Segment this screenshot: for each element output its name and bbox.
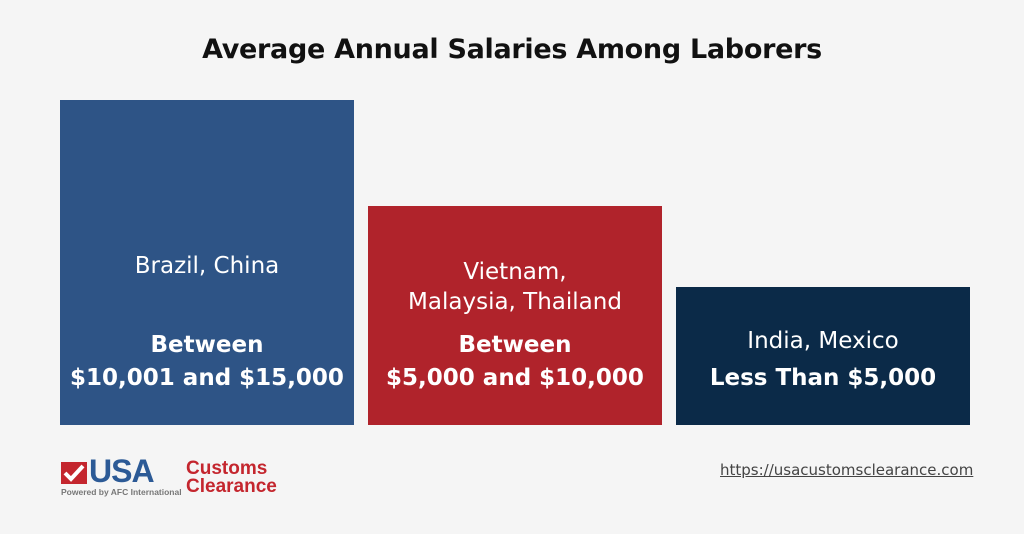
chart-title: Average Annual Salaries Among Laborers bbox=[202, 34, 822, 65]
bar-value-label: $10,001 and $15,000 bbox=[70, 365, 344, 391]
checkmark-icon bbox=[61, 462, 87, 484]
bar-vietnam-malaysia-thailand: Vietnam, Malaysia, Thailand Between $5,0… bbox=[368, 206, 662, 425]
bar-value-label: Less Than $5,000 bbox=[709, 365, 937, 391]
bar-category-label: Malaysia, Thailand bbox=[408, 289, 622, 315]
bar-category-label: Brazil, China bbox=[134, 253, 280, 279]
bar-brazil-china: Brazil, China Between $10,001 and $15,00… bbox=[60, 100, 354, 425]
logo-powered-by: Powered by AFC International bbox=[61, 487, 182, 497]
bar-category-label: Vietnam, bbox=[463, 259, 567, 285]
website-link[interactable]: https://usacustomsclearance.com bbox=[720, 461, 974, 479]
bar-india-mexico: India, Mexico Less Than $5,000 bbox=[676, 287, 970, 425]
brand-logo: USA Powered by AFC International Customs… bbox=[61, 455, 291, 502]
bar-value-label: Between bbox=[458, 332, 572, 358]
bar-category-label: India, Mexico bbox=[747, 328, 899, 354]
logo-brand-name: Customs Clearance bbox=[186, 458, 277, 497]
bar-value-label: $5,000 and $10,000 bbox=[386, 365, 644, 391]
logo-usa-text: USA bbox=[89, 453, 155, 489]
bar-value-label: Between bbox=[150, 332, 264, 358]
logo-clearance-text: Clearance bbox=[186, 476, 277, 497]
logo-customs-text: Customs bbox=[186, 458, 268, 479]
